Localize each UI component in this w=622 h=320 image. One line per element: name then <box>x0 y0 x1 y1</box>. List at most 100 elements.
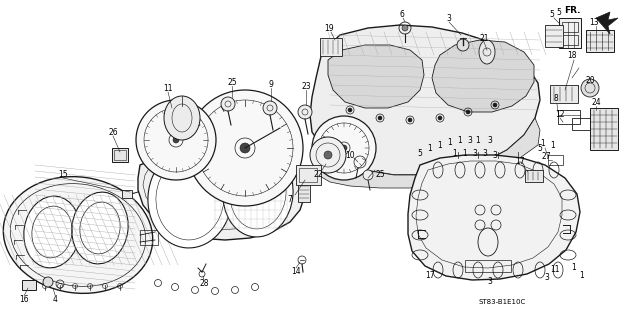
Ellipse shape <box>223 149 293 237</box>
Bar <box>112 148 128 162</box>
Bar <box>548 155 563 165</box>
Bar <box>562 35 578 45</box>
Circle shape <box>363 170 373 180</box>
Text: 1: 1 <box>448 138 452 147</box>
Bar <box>559 18 581 48</box>
Bar <box>525 170 543 182</box>
Text: 3: 3 <box>447 13 452 22</box>
Circle shape <box>457 39 469 51</box>
Circle shape <box>438 116 442 120</box>
Circle shape <box>493 103 497 107</box>
Text: 9: 9 <box>269 79 274 89</box>
Text: 1: 1 <box>476 135 480 145</box>
Circle shape <box>312 116 376 180</box>
Circle shape <box>348 108 352 112</box>
Bar <box>122 190 132 198</box>
Bar <box>558 110 580 124</box>
Text: 22: 22 <box>313 170 323 179</box>
Text: 1: 1 <box>550 140 555 149</box>
Text: 1: 1 <box>427 143 432 153</box>
Text: 1: 1 <box>438 140 442 149</box>
Bar <box>545 25 563 47</box>
Text: 11: 11 <box>550 266 560 275</box>
Text: 23: 23 <box>301 82 311 91</box>
Circle shape <box>136 100 216 180</box>
Text: 26: 26 <box>108 127 118 137</box>
Circle shape <box>324 151 332 159</box>
Text: 17: 17 <box>425 270 435 279</box>
Polygon shape <box>316 118 540 188</box>
Polygon shape <box>310 25 540 175</box>
Text: 3: 3 <box>473 148 478 157</box>
Text: 19: 19 <box>324 23 334 33</box>
Text: 3: 3 <box>468 135 473 145</box>
Text: 25: 25 <box>227 77 237 86</box>
Circle shape <box>187 90 303 206</box>
Text: 12: 12 <box>555 109 565 118</box>
Circle shape <box>263 101 277 115</box>
Circle shape <box>581 79 599 97</box>
Text: 1: 1 <box>463 148 467 157</box>
Text: 3: 3 <box>488 135 493 145</box>
Circle shape <box>378 116 382 120</box>
Text: 3: 3 <box>545 274 549 283</box>
Text: 7: 7 <box>287 196 292 204</box>
Polygon shape <box>408 155 580 280</box>
Text: 24: 24 <box>591 98 601 107</box>
Text: 5: 5 <box>417 148 422 157</box>
Circle shape <box>408 118 412 122</box>
Circle shape <box>310 137 346 173</box>
Text: 3: 3 <box>488 277 493 286</box>
Text: 25: 25 <box>375 170 385 179</box>
Text: 8: 8 <box>554 93 559 102</box>
Circle shape <box>402 25 408 31</box>
Circle shape <box>43 277 53 287</box>
Text: 1: 1 <box>453 148 457 157</box>
Text: 5: 5 <box>557 7 562 17</box>
Bar <box>572 118 590 130</box>
Circle shape <box>240 143 250 153</box>
Text: 11: 11 <box>163 84 173 92</box>
Bar <box>562 22 578 32</box>
Ellipse shape <box>164 96 200 140</box>
Text: 21: 21 <box>479 34 489 43</box>
Ellipse shape <box>479 40 495 64</box>
Text: 1: 1 <box>458 135 462 145</box>
Polygon shape <box>138 152 305 240</box>
Text: 10: 10 <box>345 150 355 159</box>
Bar <box>465 260 511 272</box>
Polygon shape <box>328 45 424 108</box>
Bar <box>299 168 317 182</box>
Bar <box>298 180 310 202</box>
Ellipse shape <box>148 148 232 248</box>
Text: 1: 1 <box>541 139 545 148</box>
Bar <box>296 165 321 185</box>
Text: 15: 15 <box>58 170 68 179</box>
Bar <box>590 108 618 150</box>
Text: 28: 28 <box>199 279 209 289</box>
Text: 18: 18 <box>567 51 577 60</box>
Text: 13: 13 <box>589 18 599 27</box>
Text: 14: 14 <box>291 268 301 276</box>
Text: 20: 20 <box>585 76 595 84</box>
Circle shape <box>221 97 235 111</box>
Text: 4: 4 <box>53 294 57 303</box>
Bar <box>550 85 578 103</box>
Text: 16: 16 <box>19 295 29 305</box>
Text: 1: 1 <box>580 270 585 279</box>
Text: ST83-B1E10C: ST83-B1E10C <box>478 299 526 305</box>
Circle shape <box>466 110 470 114</box>
Text: 5: 5 <box>537 143 542 153</box>
Ellipse shape <box>24 196 80 268</box>
Circle shape <box>341 145 347 151</box>
Text: 6: 6 <box>399 10 404 19</box>
Text: 27: 27 <box>541 151 551 161</box>
Circle shape <box>173 137 179 143</box>
Text: 1: 1 <box>572 263 577 273</box>
Ellipse shape <box>72 192 128 264</box>
Text: 17: 17 <box>515 156 525 165</box>
Circle shape <box>298 105 312 119</box>
Bar <box>140 230 158 245</box>
Text: 5: 5 <box>550 10 554 19</box>
Text: 3: 3 <box>483 148 488 157</box>
